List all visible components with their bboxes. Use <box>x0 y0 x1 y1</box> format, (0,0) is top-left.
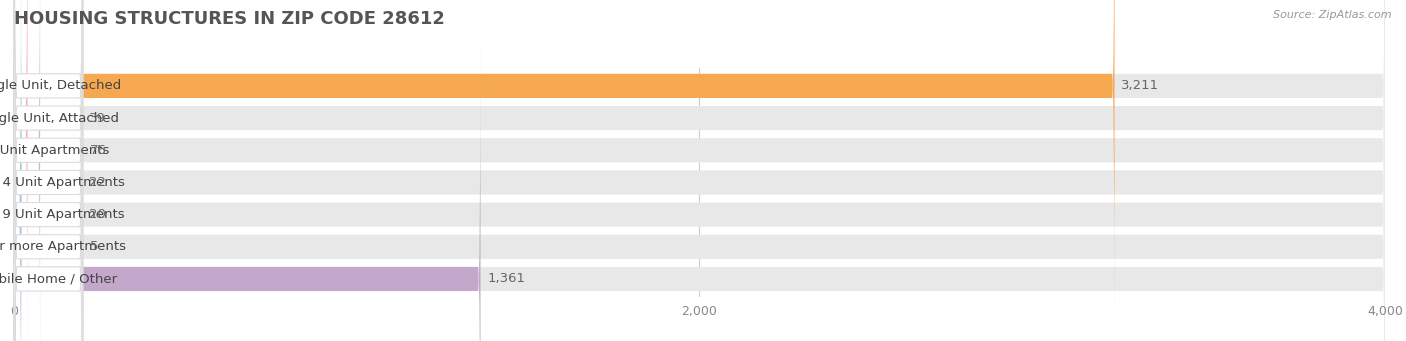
Text: 2 Unit Apartments: 2 Unit Apartments <box>0 144 110 157</box>
Text: 10 or more Apartments: 10 or more Apartments <box>0 240 127 253</box>
FancyBboxPatch shape <box>14 0 83 341</box>
FancyBboxPatch shape <box>14 0 83 341</box>
FancyBboxPatch shape <box>14 0 83 341</box>
FancyBboxPatch shape <box>14 1 83 341</box>
Text: Single Unit, Detached: Single Unit, Detached <box>0 79 121 92</box>
FancyBboxPatch shape <box>14 0 1385 341</box>
FancyBboxPatch shape <box>14 34 1385 341</box>
FancyBboxPatch shape <box>14 0 1385 341</box>
Text: 5 to 9 Unit Apartments: 5 to 9 Unit Apartments <box>0 208 125 221</box>
Text: 20: 20 <box>90 208 107 221</box>
Text: 1,361: 1,361 <box>488 272 526 285</box>
Text: 22: 22 <box>90 176 107 189</box>
Text: HOUSING STRUCTURES IN ZIP CODE 28612: HOUSING STRUCTURES IN ZIP CODE 28612 <box>14 10 444 28</box>
Text: Source: ZipAtlas.com: Source: ZipAtlas.com <box>1274 10 1392 20</box>
Text: 5: 5 <box>90 240 98 253</box>
FancyBboxPatch shape <box>14 0 21 341</box>
Text: Mobile Home / Other: Mobile Home / Other <box>0 272 117 285</box>
FancyBboxPatch shape <box>14 0 83 341</box>
FancyBboxPatch shape <box>14 0 28 341</box>
FancyBboxPatch shape <box>14 0 1115 331</box>
Text: Single Unit, Attached: Single Unit, Attached <box>0 112 120 124</box>
Text: 39: 39 <box>90 112 107 124</box>
FancyBboxPatch shape <box>14 1 1385 341</box>
Text: 3,211: 3,211 <box>1122 79 1160 92</box>
FancyBboxPatch shape <box>14 0 41 341</box>
FancyBboxPatch shape <box>14 34 83 341</box>
FancyBboxPatch shape <box>14 0 1385 341</box>
Text: 3 or 4 Unit Apartments: 3 or 4 Unit Apartments <box>0 176 125 189</box>
FancyBboxPatch shape <box>14 0 21 341</box>
Text: 76: 76 <box>90 144 107 157</box>
FancyBboxPatch shape <box>14 0 83 331</box>
FancyBboxPatch shape <box>14 0 1385 331</box>
FancyBboxPatch shape <box>13 1 17 341</box>
FancyBboxPatch shape <box>14 34 481 341</box>
FancyBboxPatch shape <box>14 0 1385 341</box>
